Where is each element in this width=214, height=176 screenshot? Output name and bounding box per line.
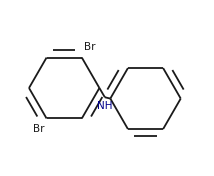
Text: NH: NH <box>97 101 113 111</box>
Text: Br: Br <box>33 124 45 134</box>
Text: Br: Br <box>84 42 95 52</box>
